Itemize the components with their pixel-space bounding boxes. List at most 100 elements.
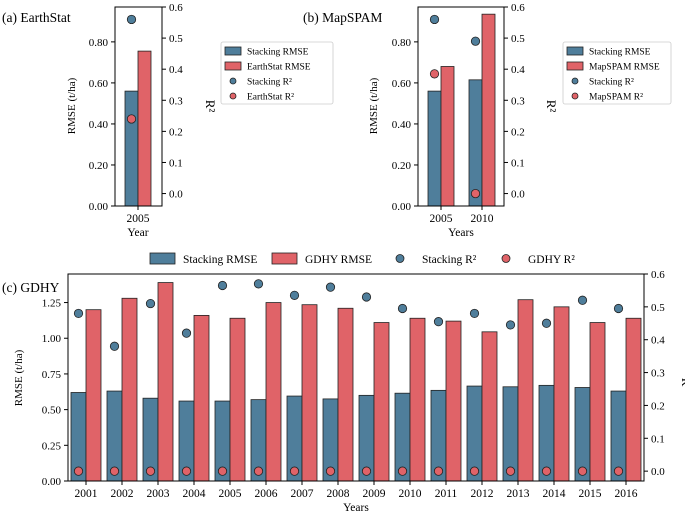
panel-c-right-tick-label: 0.0: [651, 466, 665, 478]
panel-c-point-other-r2-2011: [433, 466, 444, 476]
panel-c-left-tick-label: 1.25: [42, 298, 62, 310]
panel-c-bar-other-2003: [157, 282, 174, 482]
panel-c-bar-other-2013: [517, 299, 534, 482]
panel-c-legend-marker-stacking-r2: [395, 254, 405, 263]
panel-c-right-tick-label: 0.2: [651, 400, 665, 412]
panel-a-left-tick-label: 0.80: [89, 37, 109, 49]
panel-c-right-ticks: 0.0 0.1 0.2 0.3 0.4 0.5 0.6: [644, 269, 665, 478]
panel-c-point-other-r2-2010: [397, 466, 408, 476]
panel-b-x-tick-label: 2005: [430, 213, 453, 225]
panel-a-ylabel: RMSE (t/ha): [66, 77, 78, 134]
panel-c-point-stacking-r2-2004: [181, 328, 192, 338]
panel-c-x-ticks: 2001 2002 2003 2004 2005 2006 2007 2008 2009 2010…: [75, 481, 638, 500]
panel-c-x-tick-label: 2009: [363, 488, 386, 500]
panel-c-bar-other-2016: [625, 317, 642, 482]
panel-b-legend-swatch-stacking-rmse: [566, 46, 584, 56]
panel-c-point-stacking-r2-2013: [505, 320, 516, 330]
panel-c-point-other-r2-2007: [289, 466, 300, 476]
panel-c-point-other-r2-2004: [181, 466, 192, 476]
panel-a-legend-marker-earthstat-r2: [229, 92, 237, 100]
panel-c-x-tick-label: 2012: [471, 488, 494, 500]
panel-c-x-tick-label: 2011: [435, 488, 458, 500]
panel-c-point-stacking-r2-2016: [613, 303, 624, 314]
panel-c-point-other-r2-2002: [109, 466, 120, 476]
panel-a-bars: [124, 50, 152, 207]
panel-a-left-tick-label: 0.40: [89, 119, 109, 131]
panel-b-right-tick-label: 0.3: [511, 95, 525, 107]
panel-c-legend-label-2: Stacking R²: [422, 254, 477, 266]
panel-b-xlabel: Years: [448, 227, 474, 239]
panel-b-point-stacking-r2-2010: [470, 36, 481, 46]
panel-c-left-tick-label: 0.00: [42, 476, 62, 488]
panel-c-point-stacking-r2-2001: [73, 308, 84, 319]
panel-c-bars: [70, 282, 642, 482]
panel-c-legend: Stacking RMSE GDHY RMSE Stacking R² GDHY…: [149, 252, 575, 266]
panel-b-mapspam: (b) MapSPAM 0.000.200.400.600.80 0.00.10…: [303, 2, 672, 239]
panel-a-right-tick-label: 0.0: [169, 189, 183, 201]
panel-b-bar-other-2010: [481, 13, 496, 207]
panel-c-x-tick-label: 2004: [183, 488, 206, 500]
panel-c-point-other-r2-2016: [613, 466, 624, 476]
panel-c-left-tick-label: 0.75: [42, 369, 62, 381]
panel-c-bar-other-2008: [337, 307, 354, 482]
panel-b-right-tick-label: 0.5: [511, 33, 525, 45]
panel-c-point-stacking-r2-2007: [289, 290, 300, 300]
panel-c-point-other-r2-2014: [541, 466, 552, 476]
panel-a-title: (a) EarthStat: [2, 10, 71, 25]
panel-a-x-tick-label: 2005: [127, 213, 150, 225]
panel-c-bar-other-2007: [301, 304, 318, 482]
panel-b-right-tick-label: 0.1: [511, 157, 525, 169]
panel-c-legend-label-3: GDHY R²: [528, 254, 575, 266]
panel-c-x-tick-label: 2016: [615, 488, 638, 500]
panel-b-legend-swatch-mapspam-rmse: [566, 61, 584, 71]
panel-c-legend-swatch-gdhy-rmse: [271, 252, 298, 265]
panel-c-point-other-r2-2013: [505, 466, 516, 476]
panel-a-point-other-r2-2005: [126, 114, 137, 124]
panel-b-legend-label-0: Stacking RMSE: [589, 48, 651, 58]
panel-a-legend-label-0: Stacking RMSE: [247, 48, 309, 58]
panel-b-legend: Stacking RMSE MapSPAM RMSE Stacking R² M…: [562, 41, 672, 105]
panel-c-y2label: R²: [679, 378, 685, 391]
panel-b-points: [429, 14, 481, 199]
panel-c-legend-swatch-stacking-rmse: [149, 252, 176, 265]
panel-a-left-tick-label: 0.60: [89, 78, 109, 90]
panel-b-legend-marker-mapspam-r2: [571, 92, 579, 100]
panel-c-point-other-r2-2001: [73, 466, 84, 476]
panel-b-left-tick-label: 0.40: [392, 119, 412, 131]
panel-c-legend-marker-gdhy-r2: [501, 254, 511, 263]
panel-a-right-tick-label: 0.6: [169, 2, 183, 14]
panel-c-bar-other-2001: [85, 309, 102, 482]
panel-b-frame: [417, 6, 505, 207]
panel-c-bar-other-2002: [121, 297, 138, 482]
panel-c-left-tick-label: 0.25: [42, 440, 62, 452]
panel-c-bar-other-2009: [373, 322, 390, 482]
panel-c-right-tick-label: 0.6: [651, 269, 665, 281]
panel-b-legend-label-3: MapSPAM R²: [589, 93, 643, 103]
panel-b-right-ticks: 0.0 0.1 0.2 0.3 0.4 0.5 0.6: [504, 2, 525, 201]
panel-b-y2label: R²: [544, 100, 559, 113]
panel-b-x-tick-label: 2010: [471, 213, 494, 225]
panel-a-earthstat: (a) EarthStat 0.000.200.400.600.80 0.00.…: [2, 2, 334, 239]
panel-c-right-tick-label: 0.3: [651, 368, 665, 380]
panel-a-legend-label-1: EarthStat RMSE: [247, 63, 311, 73]
panel-c-point-stacking-r2-2009: [361, 292, 372, 302]
panel-b-left-ticks: 0.00 0.20 0.40 0.60 0.80: [392, 37, 418, 213]
panel-a-legend-box: [220, 41, 334, 105]
panel-c-left-tick-label: 1.00: [42, 333, 62, 345]
panel-b-left-tick-label: 0.20: [392, 160, 412, 172]
panel-c-point-stacking-r2-2012: [469, 308, 480, 319]
panel-a-xlabel: Year: [127, 227, 148, 239]
panel-c-gdhy: (c) GDHY 0.00 0.25 0.50 0.75 1.00 1.25 0.0 0.1…: [2, 269, 685, 513]
panel-c-x-tick-label: 2008: [327, 488, 350, 500]
panel-c-x-tick-label: 2003: [147, 488, 170, 500]
panel-a-right-tick-label: 0.3: [169, 95, 183, 107]
panel-c-point-other-r2-2005: [217, 466, 228, 476]
panel-c-point-stacking-r2-2002: [109, 341, 120, 351]
panel-c-left-tick-label: 0.50: [42, 405, 62, 417]
panel-b-right-tick-label: 0.2: [511, 126, 525, 138]
panel-c-bar-other-2004: [193, 314, 210, 482]
panel-c-bar-other-2015: [589, 322, 606, 482]
panel-a-y2label: R²: [203, 100, 218, 113]
panel-c-point-other-r2-2015: [577, 466, 588, 476]
